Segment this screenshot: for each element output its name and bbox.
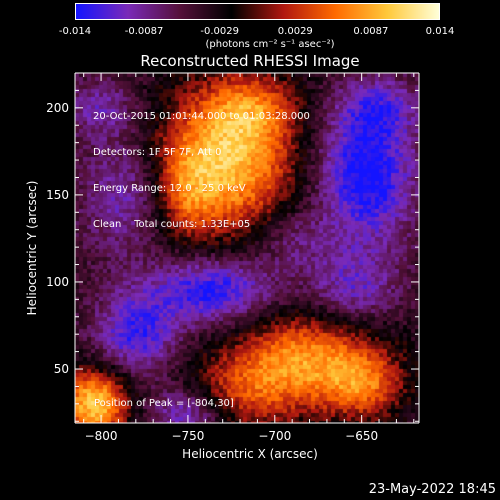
- colorbar-unit-label: (photons cm⁻² s⁻¹ asec⁻²): [205, 39, 335, 50]
- heatmap-image: [75, 73, 419, 423]
- y-axis-label: Heliocentric Y (arcsec): [25, 180, 39, 316]
- footer-date: 23-May-2022 18:45: [368, 482, 496, 497]
- y-tick-label: 50: [53, 362, 69, 377]
- info-line-energy: Energy Range: 12.0 - 25.0 keV: [93, 183, 246, 194]
- y-tick-label: 150: [46, 187, 69, 202]
- y-tick-label: 200: [46, 100, 69, 115]
- colorbar-tick-label: -0.0087: [124, 26, 164, 37]
- chart-title: Reconstructed RHESSI Image: [140, 52, 360, 70]
- x-tick-label: −700: [258, 429, 292, 443]
- x-tick-label: −800: [84, 429, 118, 443]
- x-tick-label: −750: [171, 429, 205, 443]
- colorbar-tick-label: -0.0029: [200, 26, 239, 37]
- colorbar-tick-label: 0.0029: [277, 26, 313, 37]
- colorbar-tick-label: 0.014: [425, 26, 455, 37]
- info-text: 20-Oct-2015 01:01:44.000 to 01:03:28.000…: [93, 87, 310, 243]
- colorbar: [75, 3, 440, 20]
- info-line-time: 20-Oct-2015 01:01:44.000 to 01:03:28.000: [93, 111, 310, 122]
- info-line-detectors: Detectors: 1F 5F 7F, Att 0: [93, 147, 222, 158]
- colorbar-tick-label: 0.0087: [353, 26, 389, 37]
- peak-position-label: Position of Peak = [-804,30]: [94, 398, 234, 409]
- info-line-counts: Clean Total counts: 1.33E+05: [93, 219, 251, 230]
- colorbar-tick-label: -0.014: [58, 26, 92, 37]
- y-tick-label: 100: [46, 274, 69, 289]
- x-tick-label: −650: [345, 429, 379, 443]
- x-axis-label: Heliocentric X (arcsec): [182, 447, 318, 461]
